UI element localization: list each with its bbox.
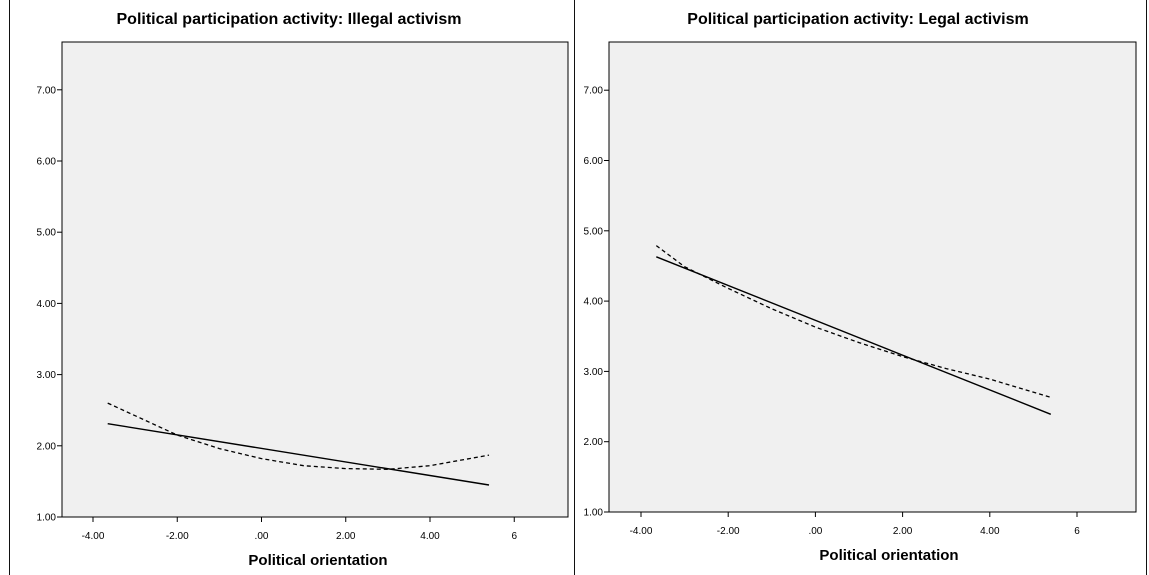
chart-panel-legal: Political participation activity: Legal …	[575, 0, 1149, 575]
y-tick-label: 5.00	[584, 226, 604, 237]
x-tick-label: 6	[1074, 526, 1080, 537]
y-tick-label: 3.00	[584, 367, 604, 378]
y-tick-label: 1.00	[37, 513, 57, 524]
y-tick-label: 7.00	[584, 86, 604, 97]
chart-title: Political participation activity: Legal …	[687, 11, 1028, 28]
x-tick-label: -2.00	[166, 531, 189, 542]
y-tick-label: 6.00	[584, 156, 604, 167]
x-tick-label: .00	[255, 531, 269, 542]
x-tick-label: 2.00	[893, 526, 913, 537]
chart-svg-legal: Political participation activity: Legal …	[575, 0, 1149, 575]
y-tick-label: 4.00	[584, 297, 604, 308]
x-axis-label: Political orientation	[248, 552, 387, 569]
y-tick-label: 2.00	[584, 437, 604, 448]
chart-svg-illegal: Political participation activity: Illega…	[0, 0, 574, 575]
y-tick-label: 7.00	[37, 85, 57, 96]
y-tick-label: 4.00	[37, 299, 57, 310]
y-tick-label: 3.00	[37, 370, 57, 381]
x-tick-label: .00	[808, 526, 822, 537]
y-tick-label: 6.00	[37, 157, 57, 168]
plot-area	[62, 42, 568, 517]
x-tick-label: 4.00	[420, 531, 440, 542]
chart-panel-illegal: Political participation activity: Illega…	[0, 0, 574, 575]
chart-title: Political participation activity: Illega…	[117, 11, 462, 28]
x-axis-label: Political orientation	[819, 547, 958, 564]
y-tick-label: 5.00	[37, 228, 57, 239]
x-tick-label: -2.00	[717, 526, 740, 537]
x-tick-label: -4.00	[630, 526, 653, 537]
x-tick-label: 6	[511, 531, 517, 542]
x-tick-label: -4.00	[82, 531, 105, 542]
y-tick-label: 1.00	[584, 508, 604, 519]
y-tick-label: 2.00	[37, 441, 57, 452]
plot-area	[609, 42, 1136, 512]
x-tick-label: 4.00	[980, 526, 1000, 537]
x-tick-label: 2.00	[336, 531, 356, 542]
